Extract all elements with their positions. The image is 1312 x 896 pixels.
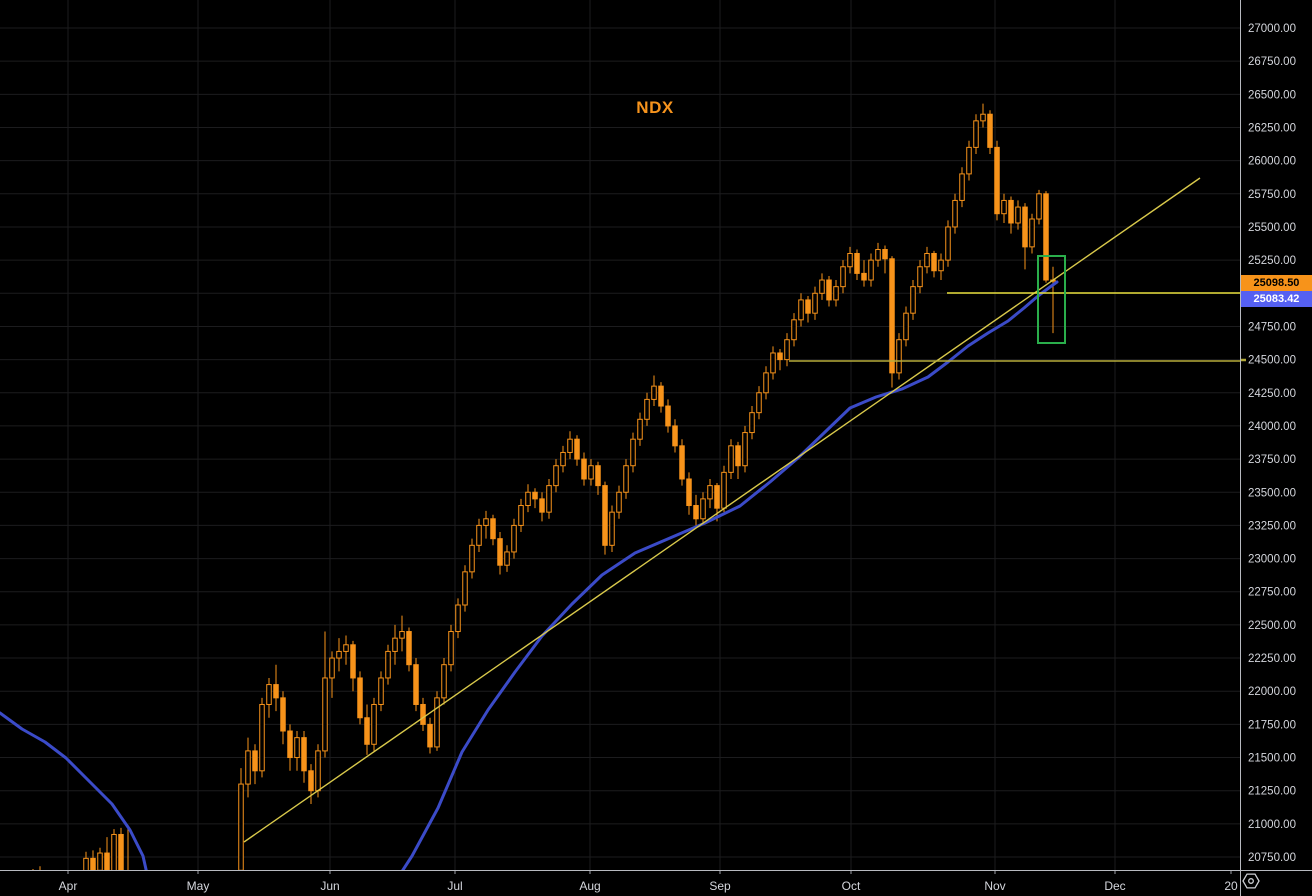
symbol-watermark: NDX bbox=[636, 98, 674, 117]
price-tick-label: 23500.00 bbox=[1248, 487, 1296, 499]
time-tick-label: Apr bbox=[59, 879, 78, 893]
price-tick-label: 22500.00 bbox=[1248, 620, 1296, 632]
price-tick-label: 26750.00 bbox=[1248, 56, 1296, 68]
time-tick-label: 20 bbox=[1224, 879, 1238, 893]
time-tick-label: Jun bbox=[320, 879, 339, 893]
time-tick-label: Dec bbox=[1104, 879, 1125, 893]
price-tick-label: 23250.00 bbox=[1248, 520, 1296, 532]
time-tick-label: Sep bbox=[709, 879, 731, 893]
price-tick-label: 24000.00 bbox=[1248, 421, 1296, 433]
trendline[interactable] bbox=[243, 177, 1201, 843]
price-tick-label: 26500.00 bbox=[1248, 89, 1296, 101]
price-tick-label: 24750.00 bbox=[1248, 321, 1296, 333]
price-tick-label: 21000.00 bbox=[1248, 819, 1296, 831]
hexagon-settings-icon bbox=[1242, 873, 1260, 889]
highlight-box[interactable] bbox=[1037, 255, 1066, 344]
price-tick-label: 26000.00 bbox=[1248, 156, 1296, 168]
time-tick-label: May bbox=[187, 879, 210, 893]
last-price-label: 25098.50 bbox=[1241, 275, 1312, 291]
price-tick-label: 25250.00 bbox=[1248, 255, 1296, 267]
price-tick-label: 22000.00 bbox=[1248, 686, 1296, 698]
price-tick-label: 24500.00 bbox=[1248, 355, 1296, 367]
time-tick-label: Jul bbox=[447, 879, 462, 893]
price-tick-label: 21500.00 bbox=[1248, 753, 1296, 765]
price-tick-label: 22250.00 bbox=[1248, 653, 1296, 665]
price-tick-label: 21750.00 bbox=[1248, 719, 1296, 731]
moving-average-line[interactable] bbox=[0, 711, 152, 896]
candles bbox=[32, 103, 1056, 870]
time-tick-label: Oct bbox=[842, 879, 861, 893]
price-tick-label: 22750.00 bbox=[1248, 587, 1296, 599]
plot-area[interactable] bbox=[0, 0, 1240, 896]
price-tick-label: 21250.00 bbox=[1248, 786, 1296, 798]
time-axis[interactable]: Apr May Jun Jul Aug Sep Oct Nov Dec 20 bbox=[59, 871, 1238, 893]
price-tick-label: 24250.00 bbox=[1248, 388, 1296, 400]
price-tick-label: 20750.00 bbox=[1248, 852, 1296, 864]
axis-settings-button[interactable] bbox=[1241, 872, 1312, 896]
price-tick-label: 23750.00 bbox=[1248, 454, 1296, 466]
time-tick-label: Nov bbox=[984, 879, 1005, 893]
time-tick-label: Aug bbox=[579, 879, 600, 893]
price-tick-label: 27000.00 bbox=[1248, 23, 1296, 35]
price-tick-label: 25750.00 bbox=[1248, 189, 1296, 201]
price-tick-label: 23000.00 bbox=[1248, 554, 1296, 566]
price-tick-label: 26250.00 bbox=[1248, 122, 1296, 134]
ma-value-label: 25083.42 bbox=[1241, 291, 1312, 307]
moving-average-line[interactable] bbox=[386, 280, 1059, 896]
price-tick-label: 25500.00 bbox=[1248, 222, 1296, 234]
